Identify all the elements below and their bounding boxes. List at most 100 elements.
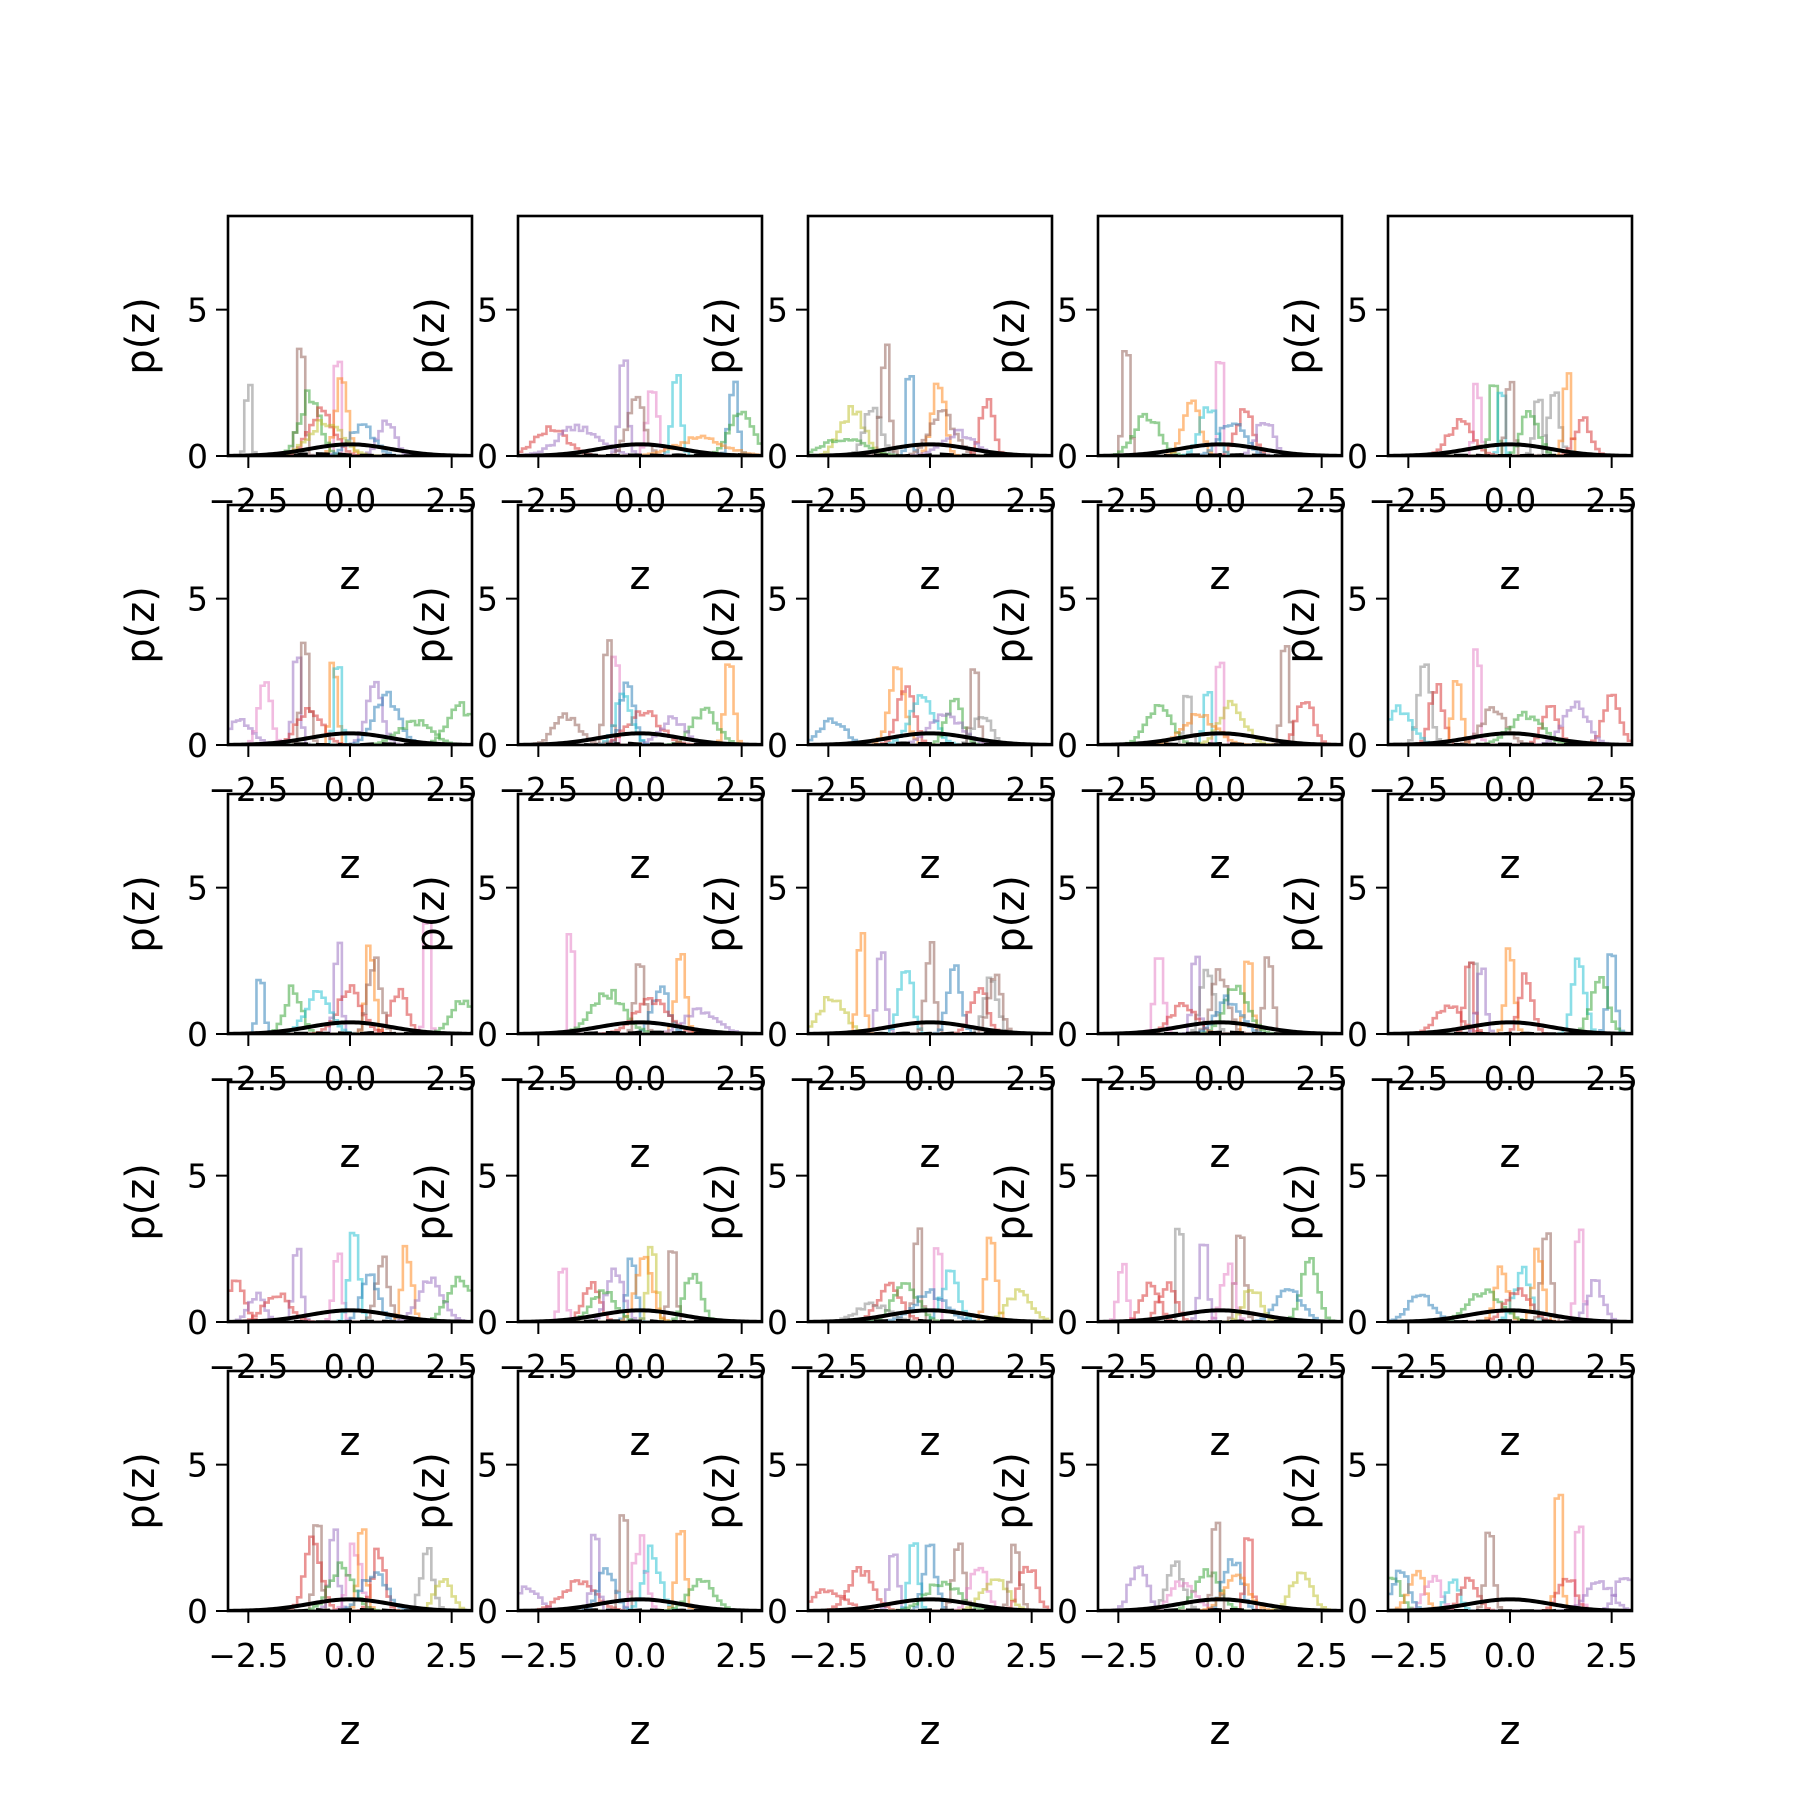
x-tick-label: 0.0 xyxy=(614,481,666,520)
posterior-series xyxy=(228,1546,472,1611)
x-tick-label: −2.5 xyxy=(498,770,578,809)
panel-4-1: 0 5 p(z) −2.5 0.0 2.5 z xyxy=(118,1080,478,1465)
posterior-series xyxy=(518,1245,762,1322)
x-tick-label: −2.5 xyxy=(208,1347,288,1386)
y-tick-label: 0 xyxy=(1057,437,1078,476)
y-tick-label: 0 xyxy=(477,726,498,765)
y-tick-label: 5 xyxy=(1347,291,1368,330)
posterior-series xyxy=(228,377,472,456)
posterior-series xyxy=(808,976,1052,1034)
plot-area xyxy=(1388,947,1632,1034)
x-tick-label: 0.0 xyxy=(904,1636,956,1675)
y-tick-label: 0 xyxy=(1057,726,1078,765)
panel-2-5: 0 5 p(z) −2.5 0.0 2.5 z xyxy=(1278,503,1638,888)
y-tick-label: 5 xyxy=(477,580,498,619)
y-axis-label: p(z) xyxy=(408,875,454,953)
posterior-series xyxy=(518,390,762,456)
posterior-series xyxy=(1388,416,1632,456)
plot-area xyxy=(228,1231,472,1322)
x-tick-label: 0.0 xyxy=(904,770,956,809)
y-axis-label: p(z) xyxy=(988,586,1034,664)
posterior-series xyxy=(1098,406,1342,456)
posterior-series xyxy=(808,1227,1052,1322)
y-tick-label: 0 xyxy=(187,1015,208,1054)
x-tick-label: 2.5 xyxy=(1585,1636,1637,1675)
x-tick-label: 2.5 xyxy=(425,1636,477,1675)
x-axis-label: z xyxy=(1500,1419,1521,1465)
panel-1-3: 0 5 p(z) −2.5 0.0 2.5 z xyxy=(698,214,1058,599)
x-tick-label: 2.5 xyxy=(1585,1347,1637,1386)
posterior-series xyxy=(1098,994,1342,1034)
x-axis-label: z xyxy=(630,553,651,599)
x-tick-label: 0.0 xyxy=(904,1347,956,1386)
y-axis-label: p(z) xyxy=(408,586,454,664)
prior-curve xyxy=(228,1308,472,1322)
y-tick-label: 0 xyxy=(187,437,208,476)
prior-curve xyxy=(1098,1597,1342,1611)
x-tick-label: 0.0 xyxy=(1194,1636,1246,1675)
y-axis-label: p(z) xyxy=(698,297,744,375)
prior-curve xyxy=(808,1308,1052,1322)
panel-2-4: 0 5 p(z) −2.5 0.0 2.5 z xyxy=(988,503,1348,888)
x-tick-label: 0.0 xyxy=(324,1059,376,1098)
y-tick-label: 5 xyxy=(477,1157,498,1196)
posterior-series xyxy=(1388,1293,1632,1322)
x-axis-label: z xyxy=(1500,1708,1521,1754)
y-tick-label: 0 xyxy=(767,1015,788,1054)
x-tick-label: 0.0 xyxy=(324,1347,376,1386)
prior-curve xyxy=(808,1020,1052,1034)
x-tick-label: −2.5 xyxy=(208,481,288,520)
posterior-series xyxy=(228,681,472,745)
posterior-series xyxy=(808,697,1052,745)
y-tick-label: 0 xyxy=(477,1303,498,1342)
prior-curve xyxy=(1388,731,1632,745)
posterior-series xyxy=(1388,1265,1632,1322)
y-axis-label: p(z) xyxy=(1278,875,1324,953)
x-tick-label: 0.0 xyxy=(904,481,956,520)
prior-curve xyxy=(228,1020,472,1034)
posterior-series xyxy=(1098,704,1342,745)
y-tick-label: 0 xyxy=(477,437,498,476)
panel-3-2: 0 5 p(z) −2.5 0.0 2.5 z xyxy=(408,792,768,1177)
x-tick-label: 2.5 xyxy=(425,481,477,520)
mean-posterior-curve xyxy=(1098,1030,1342,1034)
y-tick-label: 0 xyxy=(1347,437,1368,476)
y-axis-label: p(z) xyxy=(408,1163,454,1241)
y-tick-label: 0 xyxy=(1347,1015,1368,1054)
x-tick-label: 2.5 xyxy=(1295,481,1347,520)
posterior-series xyxy=(228,941,472,1034)
axes-frame xyxy=(1386,214,1634,458)
posterior-series xyxy=(1098,1262,1342,1322)
posterior-series xyxy=(1388,380,1632,456)
plot-area xyxy=(808,1542,1052,1611)
posterior-series xyxy=(228,680,472,745)
x-tick-label: −2.5 xyxy=(1368,1059,1448,1098)
posterior-series xyxy=(1388,704,1632,745)
x-tick-label: 2.5 xyxy=(1005,1636,1057,1675)
plot-area xyxy=(808,666,1052,745)
x-tick-label: 2.5 xyxy=(1295,770,1347,809)
panel-5-3: 0 5 p(z) −2.5 0.0 2.5 z xyxy=(698,1369,1058,1754)
y-tick-label: 5 xyxy=(187,1157,208,1196)
plot-area xyxy=(1388,1493,1632,1611)
prior-curve xyxy=(1388,1020,1632,1034)
x-tick-label: 2.5 xyxy=(1005,770,1057,809)
plot-area xyxy=(1388,648,1632,745)
y-tick-label: 5 xyxy=(477,869,498,908)
x-tick-label: 0.0 xyxy=(324,1636,376,1675)
x-tick-label: 2.5 xyxy=(715,1347,767,1386)
plot-area xyxy=(518,1245,762,1322)
prior-curve xyxy=(1098,731,1342,745)
panel-5-1: 0 5 p(z) −2.5 0.0 2.5 z xyxy=(118,1369,478,1754)
x-axis-label: z xyxy=(1210,1131,1231,1177)
posterior-series xyxy=(1388,1279,1632,1322)
posterior-series xyxy=(1388,1574,1632,1611)
prior-curve xyxy=(228,1597,472,1611)
y-axis-label: p(z) xyxy=(988,1452,1034,1530)
prior-curve xyxy=(518,1597,762,1611)
posterior-series xyxy=(518,395,762,456)
y-tick-label: 5 xyxy=(767,291,788,330)
posterior-series xyxy=(1388,1287,1632,1322)
x-axis-label: z xyxy=(630,1419,651,1465)
prior-curve xyxy=(228,731,472,745)
